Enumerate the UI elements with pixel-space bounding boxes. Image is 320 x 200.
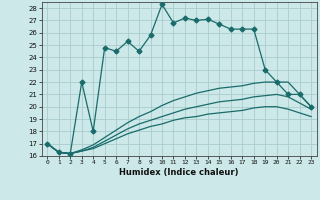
X-axis label: Humidex (Indice chaleur): Humidex (Indice chaleur) (119, 168, 239, 177)
